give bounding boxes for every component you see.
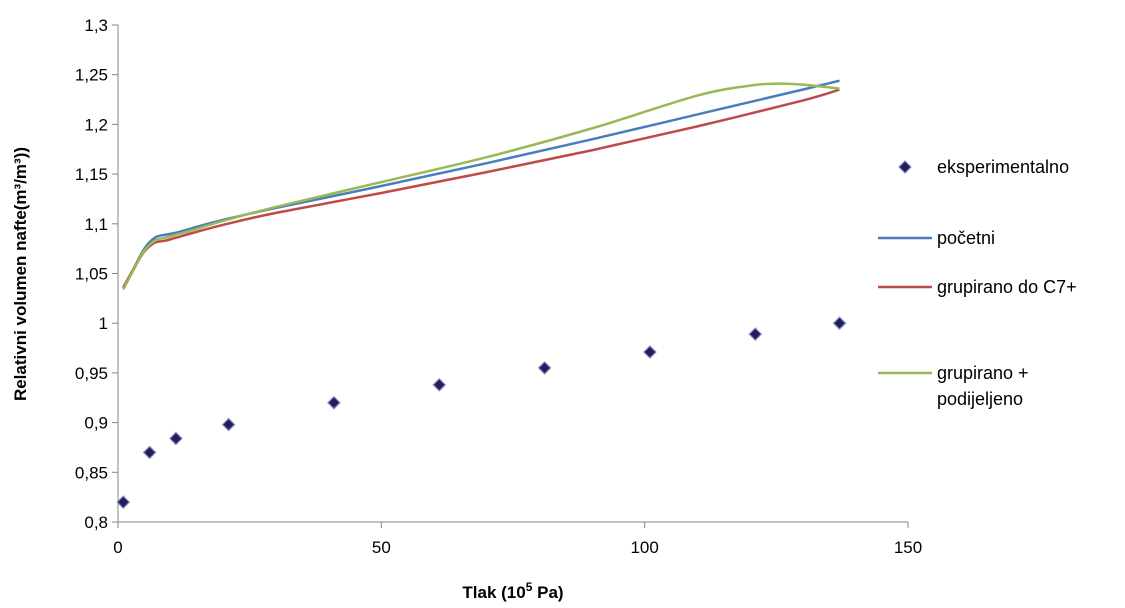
data-point-eksperimentalno [169,431,183,446]
y-tick-label: 1,15 [75,165,108,184]
x-tick-label: 0 [113,538,122,557]
legend-label: eksperimentalno [937,157,1069,177]
y-tick-label: 1,3 [84,16,108,35]
legend-swatch [898,160,912,174]
legend-entry-grupirano-podijeljeno: grupirano + podijeljeno [878,363,1029,409]
legend: eksperimentalno početni grupirano do C7+ gr… [878,157,1077,409]
tick-labels: 0,8 0,85 0,9 0,95 1 1,05 1,1 1,15 1,2 1,25 1,3 0 50 1… [75,16,922,557]
legend-entry-pocetni: početni [878,228,995,248]
y-tick-label: 1,25 [75,66,108,85]
data-point-eksperimentalno [142,445,157,460]
data-point-eksperimentalno [221,417,236,432]
y-tick-label: 0,95 [75,364,108,383]
plot-area [116,79,847,509]
x-tick-label: 100 [630,538,658,557]
data-point-eksperimentalno [643,345,657,359]
legend-label: početni [937,228,995,248]
data-point-eksperimentalno [327,395,341,410]
ticks [112,24,909,528]
y-tick-label: 1 [99,314,108,333]
axes [117,25,908,523]
y-tick-label: 1,05 [75,265,108,284]
series-line-grupirano-do-c7 [122,88,840,289]
legend-label: grupirano + podijeljeno [937,363,1029,409]
data-point-eksperimentalno [748,327,763,341]
x-tick-label: 50 [372,538,391,557]
legend-label: grupirano do C7+ [937,277,1077,297]
y-tick-label: 0,9 [84,414,108,433]
data-point-eksperimentalno [832,316,847,331]
y-axis-title: Relativni volumen nafte(m³/m³)) [11,147,30,401]
data-point-eksperimentalno [432,377,447,392]
y-tick-label: 0,8 [84,513,108,532]
y-tick-label: 1,1 [84,215,108,234]
series-line-grupirano-podijeljeno [122,82,840,290]
x-axis-title: Tlak (105 Pa) [462,580,563,602]
legend-entry-grupirano-do-c7: grupirano do C7+ [878,277,1077,297]
series-line-pocetni [122,79,840,289]
x-tick-label: 150 [894,538,922,557]
y-tick-label: 0,85 [75,463,108,482]
data-point-eksperimentalno [537,361,552,375]
data-point-eksperimentalno [116,495,131,509]
legend-entry-eksperimentalno: eksperimentalno [898,157,1069,177]
y-tick-label: 1,2 [84,115,108,134]
